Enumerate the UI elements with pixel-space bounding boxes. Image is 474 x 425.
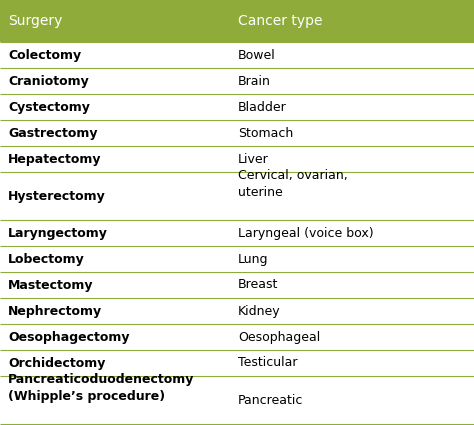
Bar (0, 146, 474, 172)
Text: Hysterectomy: Hysterectomy (8, 190, 106, 202)
Text: Bowel: Bowel (238, 48, 276, 62)
Bar (0, 0, 474, 42)
Text: Cystectomy: Cystectomy (8, 100, 90, 113)
Text: Brain: Brain (238, 74, 271, 88)
Text: Stomach: Stomach (238, 127, 293, 139)
Text: Laryngectomy: Laryngectomy (8, 227, 108, 240)
Bar (0, 172, 474, 220)
Text: Oesophagectomy: Oesophagectomy (8, 331, 129, 343)
Bar (0, 42, 474, 68)
Text: Colectomy: Colectomy (8, 48, 81, 62)
Text: Kidney: Kidney (238, 304, 281, 317)
Text: Oesophageal: Oesophageal (238, 331, 320, 343)
Text: Mastectomy: Mastectomy (8, 278, 93, 292)
Text: Pancreaticoduodenectomy
(Whipple’s procedure): Pancreaticoduodenectomy (Whipple’s proce… (8, 373, 194, 403)
Bar (0, 272, 474, 298)
Text: Pancreatic: Pancreatic (238, 394, 303, 406)
Bar (0, 324, 474, 350)
Bar (0, 376, 474, 424)
Bar (0, 94, 474, 120)
Text: Surgery: Surgery (8, 14, 63, 28)
Bar (0, 424, 474, 425)
Text: Orchidectomy: Orchidectomy (8, 357, 105, 369)
Bar (0, 120, 474, 146)
Text: Breast: Breast (238, 278, 278, 292)
Text: Cancer type: Cancer type (238, 14, 322, 28)
Text: Craniotomy: Craniotomy (8, 74, 89, 88)
Text: Lung: Lung (238, 252, 268, 266)
Text: Laryngeal (voice box): Laryngeal (voice box) (238, 227, 374, 240)
Text: Lobectomy: Lobectomy (8, 252, 85, 266)
Text: Testicular: Testicular (238, 357, 298, 369)
Bar (0, 220, 474, 246)
Text: Gastrectomy: Gastrectomy (8, 127, 98, 139)
Bar (0, 350, 474, 376)
Text: Nephrectomy: Nephrectomy (8, 304, 102, 317)
Text: Bladder: Bladder (238, 100, 287, 113)
Text: Cervical, ovarian,
uterine: Cervical, ovarian, uterine (238, 169, 348, 199)
Text: Hepatectomy: Hepatectomy (8, 153, 101, 165)
Bar (0, 298, 474, 324)
Bar (0, 246, 474, 272)
Bar (0, 68, 474, 94)
Text: Liver: Liver (238, 153, 269, 165)
